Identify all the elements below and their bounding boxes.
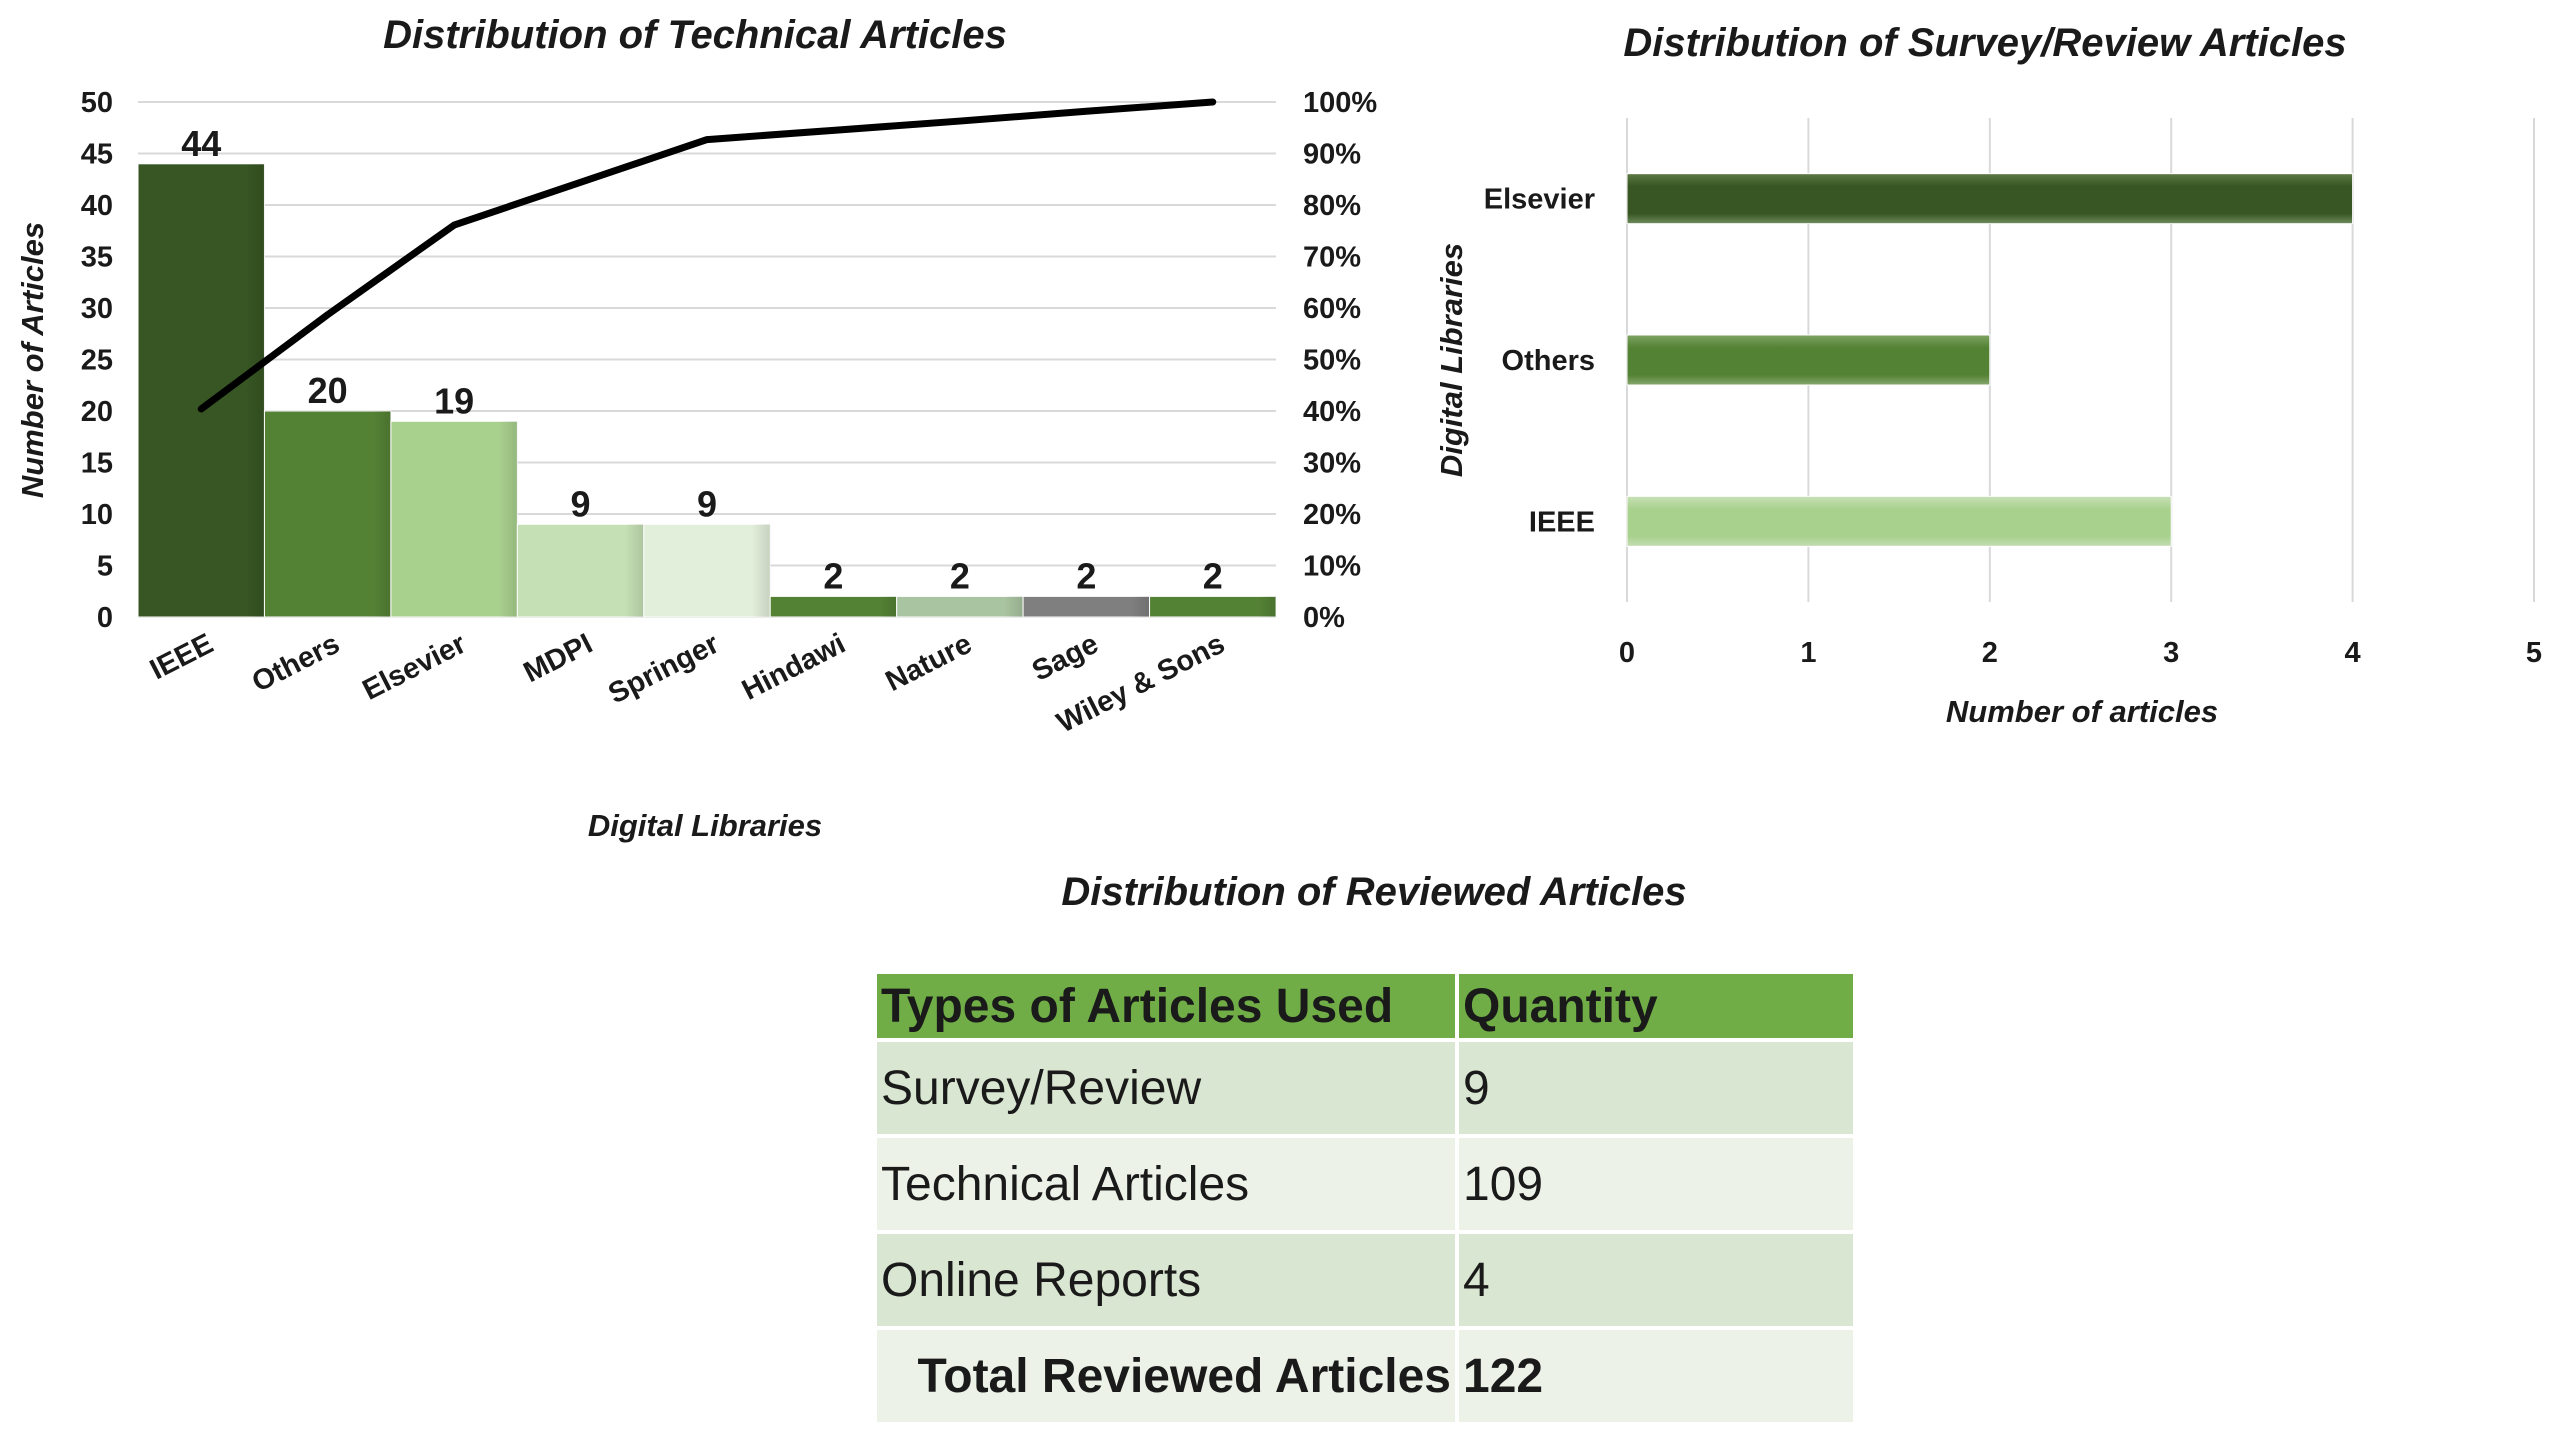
chart1-data-label: 44 <box>181 123 221 164</box>
chart1-data-label: 2 <box>1076 555 1096 596</box>
chart1-x-tick: Sage <box>1027 628 1103 688</box>
chart1-bar-shade <box>896 596 1024 617</box>
table-title: Distribution of Reviewed Articles <box>1061 870 1686 914</box>
chart1-data-label: 2 <box>823 555 843 596</box>
chart1-secondary-y-tick: 60% <box>1303 293 1361 325</box>
chart1-y-tick: 35 <box>81 242 113 274</box>
chart2-bar <box>1626 495 2172 547</box>
header-types: Types of Articles Used <box>877 974 1459 1042</box>
chart2-x-tick: 0 <box>1619 637 1635 669</box>
chart1-x-tick: MDPI <box>519 628 598 689</box>
chart2-x-axis-title: Number of articles <box>1946 694 2218 729</box>
chart1-y-tick: 20 <box>81 396 113 428</box>
chart1-y-tick: 50 <box>81 87 113 119</box>
chart1-x-tick: Hindawi <box>737 628 851 707</box>
chart2-y-axis-title: Digital Libraries <box>1434 243 1469 477</box>
chart1-y-tick: 30 <box>81 293 113 325</box>
chart1-y-tick: 45 <box>81 139 113 171</box>
header-quantity: Quantity <box>1457 974 1857 1042</box>
chart1-bar-shade <box>1149 596 1276 617</box>
survey-review-chart: Distribution of Survey/Review Articles E… <box>1434 21 2542 729</box>
chart1-x-axis-title: Digital Libraries <box>588 808 822 843</box>
reviewed-articles-table: Types of Articles Used Quantity Survey/R… <box>877 974 1857 1426</box>
chart2-bars <box>1626 173 2354 547</box>
chart2-x-tick: 1 <box>1800 637 1816 669</box>
table-row: Online Reports 4 <box>877 1232 1857 1330</box>
table-total-row: Total Reviewed Articles 122 <box>877 1328 1857 1426</box>
chart1-data-label: 9 <box>697 483 717 524</box>
chart1-secondary-y-tick: 10% <box>1303 551 1361 583</box>
chart1-secondary-y-tick: 50% <box>1303 345 1361 377</box>
chart1-data-label: 9 <box>571 483 591 524</box>
chart1-y-tick: 10 <box>81 499 113 531</box>
chart1-secondary-y-tick: 0% <box>1303 602 1345 634</box>
chart1-x-tick: Elsevier <box>358 628 472 707</box>
chart1-bar-shade <box>390 421 518 617</box>
chart1-y-tick: 5 <box>97 551 113 583</box>
chart1-x-tick: Springer <box>603 628 724 711</box>
chart1-x-tick: IEEE <box>145 628 218 687</box>
chart1-y-ticks: 0 5 10 15 20 25 30 35 40 45 50 <box>81 87 113 634</box>
chart1-bar-shade <box>643 524 771 617</box>
chart1-y-tick: 15 <box>81 448 113 480</box>
chart2-x-ticks: 0 1 2 3 4 5 <box>1619 637 2542 669</box>
chart2-title: Distribution of Survey/Review Articles <box>1623 21 2346 65</box>
chart2-x-tick: 5 <box>2526 637 2542 669</box>
chart1-secondary-y-tick: 90% <box>1303 139 1361 171</box>
chart1-secondary-y-tick: 40% <box>1303 396 1361 428</box>
chart1-secondary-y-tick: 100% <box>1303 87 1377 119</box>
chart1-x-ticks: IEEE Others Elsevier MDPI Springer Hindawi Nat… <box>145 628 1230 740</box>
chart1-x-tick: Others <box>247 628 345 699</box>
chart2-category-label: IEEE <box>1529 506 1595 538</box>
chart1-cumulative-line <box>197 98 1217 413</box>
chart1-x-tick: Nature <box>881 628 977 698</box>
table-row: Technical Articles 109 <box>877 1136 1857 1234</box>
chart1-bar-shade <box>138 163 265 618</box>
chart1-data-label: 2 <box>950 555 970 596</box>
chart2-bar <box>1626 334 1991 386</box>
chart1-secondary-y-tick: 30% <box>1303 448 1361 480</box>
chart2-category-label: Others <box>1502 345 1595 377</box>
chart1-y-axis-title: Number of Articles <box>15 222 50 498</box>
chart1-bars <box>137 163 1277 618</box>
chart2-category-label: Elsevier <box>1484 184 1595 216</box>
chart2-x-tick: 4 <box>2345 637 2361 669</box>
total-label: Total Reviewed Articles <box>877 1328 1459 1426</box>
chart2-x-tick: 2 <box>1982 637 1998 669</box>
row-type: Technical Articles <box>877 1136 1459 1234</box>
chart1-secondary-y-tick: 20% <box>1303 499 1361 531</box>
total-value: 122 <box>1457 1328 1857 1426</box>
chart2-category-labels: Elsevier Others IEEE <box>1484 184 1595 539</box>
chart1-data-label: 20 <box>308 370 348 411</box>
row-quantity: 9 <box>1457 1040 1857 1138</box>
table-row: Survey/Review 9 <box>877 1040 1857 1138</box>
chart1-y-tick: 0 <box>97 602 113 634</box>
chart1-secondary-y-tick: 70% <box>1303 242 1361 274</box>
chart2-x-tick: 3 <box>2163 637 2179 669</box>
chart1-data-label: 2 <box>1203 555 1223 596</box>
table-header-row: Types of Articles Used Quantity <box>877 974 1857 1042</box>
chart1-bar-shade <box>770 596 897 617</box>
chart1-bar-shade <box>1023 596 1150 617</box>
chart1-data-label: 19 <box>434 380 474 421</box>
chart1-title: Distribution of Technical Articles <box>383 13 1007 57</box>
chart1-y-tick: 25 <box>81 345 113 377</box>
chart1-bar-shade <box>264 411 391 617</box>
chart1-y-tick: 40 <box>81 190 113 222</box>
row-quantity: 4 <box>1457 1232 1857 1330</box>
chart1-data-labels: 44 20 19 9 9 2 2 2 2 <box>181 123 1223 597</box>
chart1-secondary-y-tick: 80% <box>1303 190 1361 222</box>
row-type: Online Reports <box>877 1232 1459 1330</box>
row-type: Survey/Review <box>877 1040 1459 1138</box>
chart1-secondary-y-ticks: 0% 10% 20% 30% 40% 50% 60% 70% 80% 90% 100% <box>1303 87 1377 634</box>
row-quantity: 109 <box>1457 1136 1857 1234</box>
chart1-bar-shade <box>517 524 644 617</box>
chart2-bar <box>1626 173 2354 225</box>
